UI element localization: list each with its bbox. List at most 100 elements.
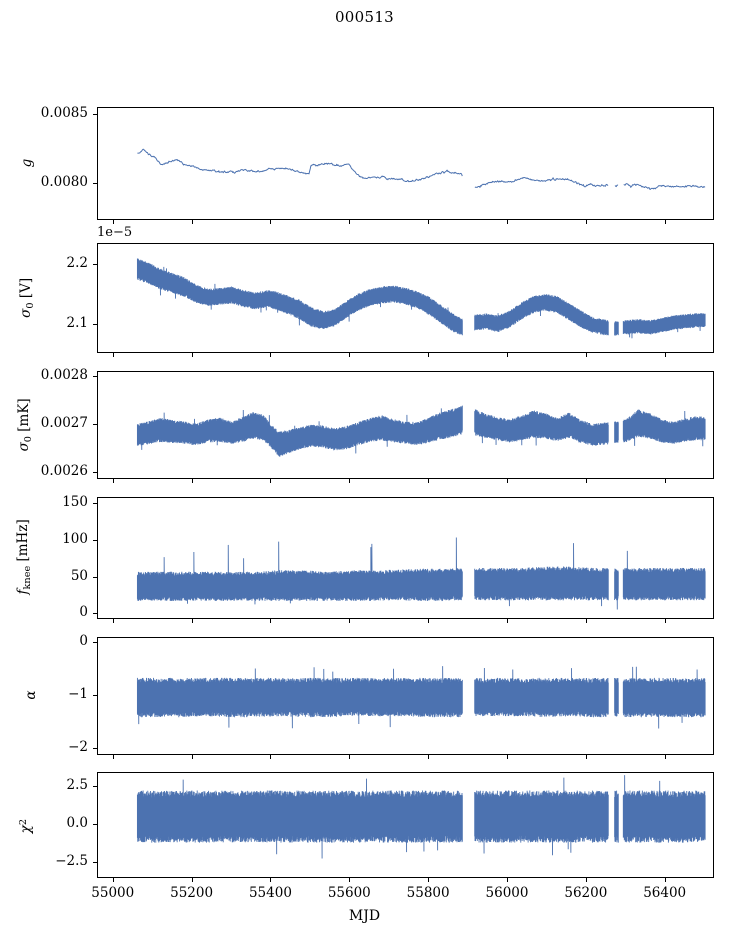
- ylabel-gain: g: [19, 158, 35, 168]
- ylabel-fknee: fknee [mHz]: [15, 519, 33, 595]
- ytick-mark: [93, 642, 97, 644]
- xtick-mark: [349, 220, 351, 224]
- xtick-mark: [270, 619, 272, 623]
- xtick-mark: [191, 878, 193, 882]
- ytick-label-panel4: −2: [68, 738, 88, 755]
- ytick-label-panel3: 50: [70, 567, 88, 584]
- xtick-mark: [112, 220, 114, 224]
- xtick-label: 55600: [327, 885, 371, 901]
- xtick-mark: [585, 755, 587, 759]
- ytick-mark: [93, 183, 97, 185]
- xtick-mark: [507, 878, 508, 882]
- ytick-label-panel5: 2.5: [66, 776, 88, 793]
- plot-panel-sigma0-mk: [97, 371, 714, 479]
- xtick-mark: [428, 353, 430, 357]
- xtick-mark: [507, 755, 508, 759]
- ytick-mark: [93, 375, 97, 377]
- xtick-mark: [270, 479, 272, 483]
- xtick-mark: [664, 353, 666, 357]
- ytick-label-panel1: 2.2: [66, 255, 88, 271]
- xtick-mark: [112, 353, 114, 357]
- ylabel-sigma0-mk: σ0 [mK]: [16, 398, 34, 452]
- plot-panel-fknee: [97, 497, 714, 619]
- ytick-label-panel3: 100: [62, 530, 88, 547]
- plot-series-sigma0_mK: [136, 405, 706, 457]
- offset-text-1e-5: 1e−5: [97, 225, 133, 240]
- ytick-label-panel2: 0.0027: [40, 415, 88, 431]
- xtick-mark: [507, 220, 508, 224]
- xtick-mark: [585, 353, 587, 357]
- ytick-label-panel5: 0.0: [66, 815, 88, 831]
- xtick-mark: [349, 353, 351, 357]
- ytick-mark: [93, 539, 97, 541]
- ytick-mark: [93, 862, 97, 864]
- xtick-mark: [270, 220, 272, 224]
- ytick-mark: [93, 785, 97, 787]
- xtick-mark: [112, 755, 114, 759]
- xtick-label: 56200: [564, 885, 608, 901]
- ytick-mark: [93, 113, 97, 115]
- xtick-mark: [428, 878, 430, 882]
- xtick-mark: [112, 479, 114, 483]
- xtick-mark: [428, 479, 430, 483]
- ytick-label-panel4: 0: [79, 633, 88, 650]
- plot-series-sigma0_V: [136, 258, 706, 339]
- xtick-mark: [585, 220, 587, 224]
- ytick-mark: [93, 747, 97, 749]
- plot-series-gain: [137, 148, 706, 190]
- xtick-label: 55400: [248, 885, 292, 901]
- xtick-mark: [664, 878, 666, 882]
- xtick-mark: [191, 619, 193, 623]
- xtick-mark: [270, 755, 272, 759]
- ytick-label-panel0: 0.0080: [40, 174, 88, 191]
- xtick-mark: [270, 353, 272, 357]
- ytick-mark: [93, 576, 97, 578]
- xtick-mark: [664, 619, 666, 623]
- xtick-mark: [349, 878, 351, 882]
- plot-series-chi2: [136, 775, 706, 859]
- xtick-label: 56400: [643, 885, 687, 901]
- ytick-label-panel3: 0: [79, 604, 88, 621]
- ylabel-sigma0-volt: σ0 [V]: [18, 277, 36, 318]
- xtick-mark: [270, 878, 272, 882]
- xtick-mark: [349, 619, 351, 623]
- ytick-mark: [93, 502, 97, 504]
- ylabel-alpha: α: [23, 690, 39, 700]
- xtick-mark: [191, 220, 193, 224]
- xtick-mark: [507, 353, 508, 357]
- plot-panel-gain: [97, 107, 714, 220]
- xtick-mark: [664, 755, 666, 759]
- xtick-mark: [349, 755, 351, 759]
- xtick-mark: [191, 479, 193, 483]
- ytick-mark: [93, 264, 97, 265]
- xtick-mark: [585, 878, 587, 882]
- plot-panel-sigma0-volt: [97, 243, 714, 353]
- xtick-label: 56000: [485, 885, 529, 901]
- xtick-mark: [585, 619, 587, 623]
- ylabel-chi2: χ2: [17, 818, 35, 834]
- xtick-label: 55200: [170, 885, 214, 901]
- ytick-label-panel0: 0.0085: [40, 104, 88, 121]
- xtick-mark: [428, 755, 430, 759]
- xtick-mark: [585, 479, 587, 483]
- ytick-label-panel5: −2.5: [55, 853, 88, 870]
- plot-panel-chi2: [97, 772, 714, 878]
- ytick-label-panel3: 150: [62, 493, 88, 510]
- ytick-label-panel1: 2.1: [66, 315, 88, 331]
- xtick-label: 55000: [91, 885, 135, 901]
- ytick-label-panel4: −1: [68, 686, 88, 702]
- plot-panel-alpha: [97, 637, 714, 755]
- xtick-mark: [428, 619, 430, 623]
- ytick-mark: [93, 324, 97, 325]
- xtick-mark: [664, 479, 666, 483]
- plot-series-alpha: [136, 666, 706, 729]
- xtick-mark: [428, 220, 430, 224]
- ytick-mark: [93, 472, 97, 474]
- ytick-label-panel2: 0.0026: [40, 463, 88, 480]
- ytick-mark: [93, 824, 97, 825]
- xtick-mark: [191, 353, 193, 357]
- xtick-mark: [112, 878, 114, 882]
- xtick-mark: [507, 479, 508, 483]
- xtick-mark: [664, 220, 666, 224]
